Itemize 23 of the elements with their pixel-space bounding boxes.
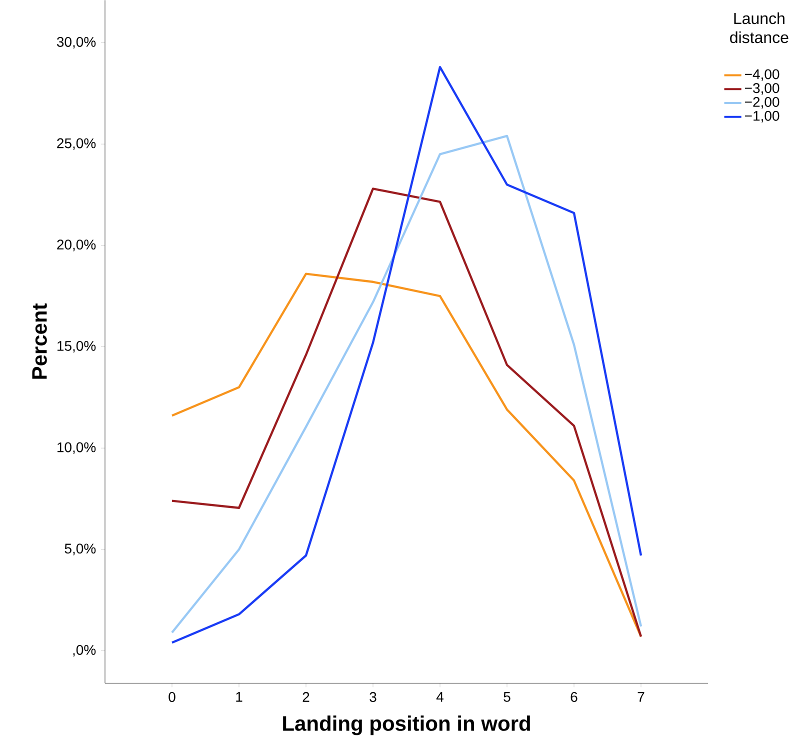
- y-tick-label: 25,0%: [57, 138, 96, 150]
- x-tick-label: 7: [638, 692, 644, 702]
- y-tick-label: 5,0%: [64, 544, 96, 556]
- y-tick-label: ,0%: [73, 644, 96, 656]
- y-tick-label: 30,0%: [56, 36, 96, 48]
- legend-label: −4,00: [745, 69, 780, 81]
- x-tick-label: 3: [370, 692, 376, 702]
- legend-label: −1,00: [745, 110, 780, 122]
- legend-label: −2,00: [745, 96, 780, 108]
- x-tick-label: 2: [302, 692, 310, 702]
- x-tick-label: 0: [168, 692, 176, 702]
- y-axis-title: Percent: [32, 303, 47, 379]
- x-tick-label: 4: [436, 692, 444, 702]
- legend-title: Launch distance: [730, 12, 788, 44]
- x-tick-label: 5: [504, 692, 510, 702]
- x-axis-title: Landing position in word: [283, 715, 530, 736]
- legend-label: −3,00: [745, 83, 780, 95]
- y-tick-label: 15,0%: [58, 340, 96, 352]
- line-series: [170, 272, 642, 638]
- x-tick-label: 6: [570, 692, 578, 702]
- y-tick-label: 20,0%: [57, 240, 96, 252]
- y-tick-label: 10,0%: [58, 442, 96, 454]
- x-tick-label: 1: [236, 692, 242, 702]
